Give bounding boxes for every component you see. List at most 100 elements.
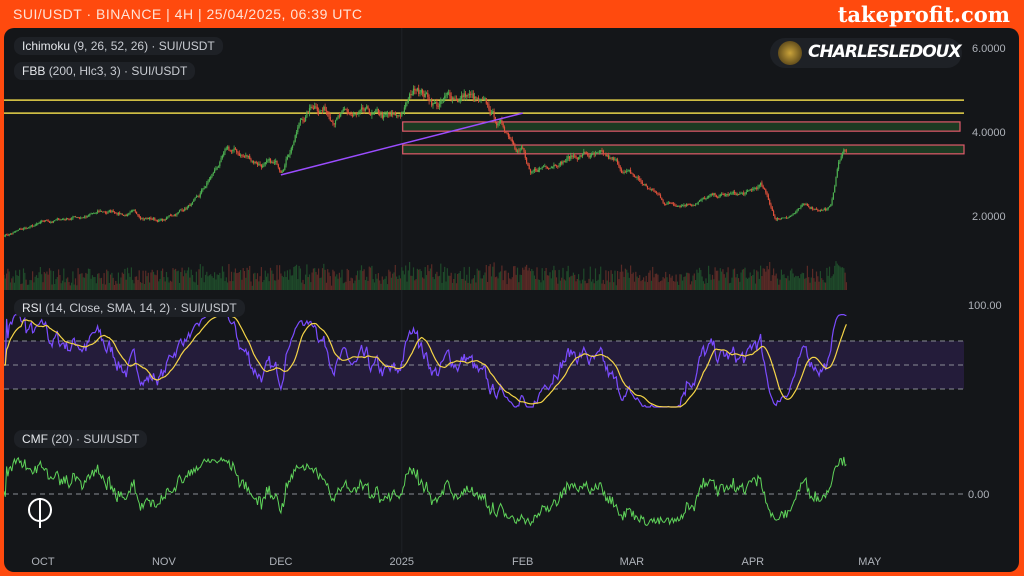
volume-bar: [709, 274, 711, 290]
candle-body: [724, 195, 727, 196]
candle-body: [320, 110, 322, 112]
volume-bar: [516, 267, 519, 290]
volume-bar: [724, 277, 727, 290]
volume-bar: [254, 272, 256, 290]
volume-bar: [632, 272, 634, 290]
candle-body: [268, 158, 270, 161]
candle-body: [390, 113, 392, 116]
volume-bar: [553, 265, 555, 290]
candle-body: [216, 167, 218, 169]
candle-body: [841, 153, 844, 157]
volume-bar: [441, 282, 443, 290]
volume-bar: [514, 265, 516, 290]
volume-bar: [682, 280, 684, 290]
volume-bar: [714, 267, 716, 290]
candle-body: [401, 112, 403, 116]
candle-body: [251, 160, 253, 162]
candle-body: [838, 162, 840, 170]
volume-bar: [524, 266, 526, 290]
legend-fbb[interactable]: FBB (200, Hlc3, 3) · SUI/USDT: [14, 62, 196, 80]
volume-bar: [67, 277, 69, 290]
candle-body: [379, 112, 381, 116]
volume-bar: [185, 273, 187, 290]
candle-body: [203, 187, 205, 189]
candle-body: [822, 209, 824, 211]
candle-body: [782, 217, 784, 219]
volume-bar: [839, 266, 841, 290]
candle-body: [580, 155, 582, 157]
candle-body: [555, 165, 558, 167]
chart-canvas[interactable]: 6.0000 4.0000 2.0000 OCT NOV DEC 2025 FEB MAR APR…: [4, 28, 1019, 572]
candle-body: [217, 166, 220, 168]
candle-body: [717, 197, 719, 198]
candle-body: [480, 98, 482, 100]
volume-bar: [280, 273, 282, 290]
candle-body: [163, 219, 165, 221]
candle-body: [433, 103, 435, 104]
candle-body: [546, 166, 548, 168]
volume-bar: [28, 284, 30, 290]
legend-ichimoku[interactable]: Ichimoku (9, 26, 52, 26) · SUI/USDT: [14, 37, 223, 55]
candle-body: [56, 218, 58, 220]
volume-bar: [173, 269, 175, 290]
candle-body: [825, 208, 827, 211]
volume-bar: [255, 279, 257, 290]
candle-body: [321, 110, 324, 112]
candle-body: [298, 122, 300, 128]
volume-bar: [303, 284, 305, 290]
candle-body: [80, 217, 82, 219]
volume-bar: [146, 276, 148, 290]
volume-bar: [284, 271, 286, 290]
volume-bar: [288, 279, 290, 290]
candle-body: [484, 98, 486, 99]
candle-body: [758, 185, 760, 187]
candle-body: [821, 210, 823, 211]
volume-bar: [832, 274, 834, 290]
volume-bar: [80, 273, 82, 290]
candle-body: [133, 210, 135, 211]
candle-body: [537, 169, 539, 172]
volume-bar: [535, 278, 537, 290]
candle-body: [679, 206, 681, 207]
volume-bar: [384, 278, 386, 290]
volume-bar: [110, 274, 112, 290]
volume-bar: [43, 272, 45, 290]
candle-body: [346, 109, 348, 112]
volume-bar: [834, 265, 836, 290]
candle-body: [676, 206, 678, 207]
volume-bar: [615, 285, 617, 290]
candle-body: [646, 186, 649, 189]
candle-body: [386, 113, 389, 115]
volume-bar: [656, 273, 658, 290]
candle-body: [190, 203, 192, 206]
volume-bar: [776, 278, 779, 290]
time-tick-label: DEC: [269, 556, 292, 568]
candle-body: [24, 227, 26, 229]
volume-bar: [24, 272, 26, 290]
candle-body: [271, 161, 273, 163]
volume-bar: [407, 270, 409, 290]
legend-rsi[interactable]: RSI (14, Close, SMA, 14, 2) · SUI/USDT: [14, 299, 245, 317]
volume-bar: [606, 280, 608, 290]
candle-body: [363, 109, 365, 111]
volume-bar: [688, 273, 690, 290]
candle-body: [767, 195, 769, 200]
candle-body: [189, 205, 191, 206]
candle-body: [523, 148, 525, 152]
volume-bar: [588, 278, 590, 290]
volume-bar: [208, 275, 210, 290]
volume-bar: [436, 271, 438, 290]
volume-bar: [566, 271, 568, 290]
candle-body: [589, 155, 591, 158]
legend-cmf[interactable]: CMF (20) · SUI/USDT: [14, 430, 148, 448]
volume-bar: [753, 269, 755, 290]
volume-bar: [86, 273, 88, 290]
brand-logo[interactable]: takeprofit.com: [837, 2, 1010, 27]
candle-body: [367, 106, 369, 109]
volume-bar: [531, 268, 533, 290]
candle-body: [585, 152, 587, 154]
volume-bar: [145, 270, 147, 290]
candle-body: [43, 221, 45, 222]
volume-bar: [821, 278, 823, 290]
chart-panel[interactable]: 6.0000 4.0000 2.0000 OCT NOV DEC 2025 FEB MAR APR…: [4, 28, 1019, 572]
